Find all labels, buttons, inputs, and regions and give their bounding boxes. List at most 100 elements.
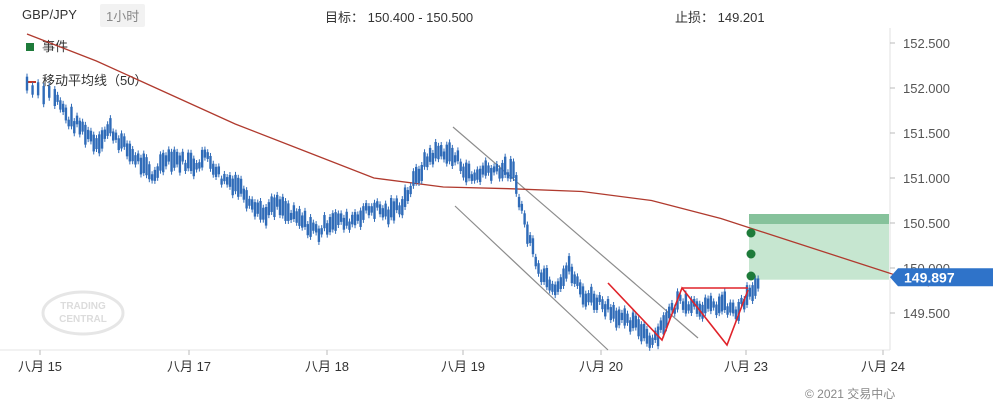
candle-body: [595, 297, 599, 310]
candle-body: [36, 82, 40, 96]
candle-body: [334, 212, 337, 231]
candle-body: [662, 315, 665, 335]
candle-body: [453, 155, 457, 163]
candle-body: [570, 266, 574, 284]
candle-body: [590, 286, 593, 303]
x-tick-label: 八月 18: [305, 359, 349, 374]
target-zone-fill: [749, 214, 889, 280]
candle-body: [640, 324, 643, 342]
candle-body: [670, 302, 674, 311]
price-tag-label: 149.897: [904, 269, 955, 285]
price-tag-shape: [890, 268, 993, 287]
candle-body: [56, 94, 59, 102]
candle-body: [312, 222, 315, 231]
candle-body: [117, 138, 120, 151]
candle-body: [359, 210, 362, 227]
candle-body: [565, 265, 568, 279]
candle-body: [706, 298, 710, 309]
candle-body: [503, 156, 507, 175]
candle-body: [712, 301, 715, 308]
candle-body: [295, 211, 298, 223]
event-marker-icon[interactable]: [746, 228, 756, 238]
candle-body: [548, 279, 551, 291]
candle-body: [665, 312, 668, 329]
candle-body: [267, 202, 271, 216]
candle-body: [314, 224, 318, 233]
candle-body: [270, 196, 273, 212]
candle-body: [328, 217, 332, 233]
copyright: © 2021 交易中心: [805, 387, 896, 401]
candle-body: [673, 307, 676, 314]
candle-body: [376, 201, 379, 208]
candle-body: [256, 202, 259, 214]
candle-body: [337, 213, 340, 225]
candle-body: [731, 302, 735, 314]
candle-body: [704, 297, 707, 314]
flag-pattern: [607, 282, 749, 347]
candle-body: [740, 297, 743, 304]
candle-body: [551, 283, 554, 292]
candle-body: [437, 145, 440, 160]
event-markers[interactable]: [746, 228, 756, 281]
candle-body: [25, 76, 29, 91]
target-zone: [749, 214, 889, 280]
candle-body: [276, 194, 279, 207]
candle-body: [465, 162, 468, 183]
candle-body: [92, 134, 95, 152]
candle-body: [167, 149, 170, 162]
candle-body: [159, 154, 162, 171]
candle-body: [148, 164, 151, 180]
candle-body: [206, 152, 209, 159]
candle-body: [89, 130, 93, 142]
candle-body: [378, 204, 382, 215]
timeframe-button[interactable]: 1小时: [100, 4, 146, 27]
candle-body: [234, 174, 237, 192]
candle-body: [487, 165, 490, 173]
candle-body: [175, 151, 179, 165]
candle-body: [626, 313, 629, 323]
candle-body: [106, 124, 109, 136]
candle-body: [718, 296, 721, 314]
candle-body: [537, 263, 540, 274]
candle-body: [723, 291, 726, 310]
top-bar: GBP/JPY 1小时 目标： 150.400 - 150.500 止损： 14…: [0, 0, 993, 30]
candle-body: [364, 203, 368, 211]
x-tick-label: 八月 24: [861, 359, 905, 374]
candle-body: [381, 208, 385, 218]
candle-body: [515, 175, 518, 194]
candle-body: [231, 178, 234, 196]
candle-body: [264, 207, 268, 226]
moving-average-line: [26, 33, 930, 287]
candle-body: [223, 173, 226, 182]
candle-body: [387, 209, 390, 225]
candle-body: [287, 203, 290, 221]
candle-body: [81, 121, 84, 132]
candle-body: [273, 197, 276, 218]
candle-body: [637, 319, 640, 337]
candle-body: [134, 155, 137, 165]
y-tick-label: 151.500: [903, 126, 950, 141]
candle-body: [95, 138, 98, 150]
candle-body: [756, 278, 760, 289]
candle-body: [492, 166, 496, 173]
event-marker-icon[interactable]: [746, 271, 756, 281]
candle-body: [103, 129, 107, 139]
candle-body: [389, 198, 393, 218]
candle-body: [679, 294, 682, 301]
candle-body: [150, 174, 154, 181]
candle-body: [401, 199, 404, 216]
event-marker-icon[interactable]: [746, 249, 756, 259]
candle-body: [542, 268, 546, 282]
candle-body: [629, 320, 632, 332]
candle-body: [189, 152, 193, 171]
target-zone-band: [749, 214, 889, 224]
candle-body: [523, 213, 526, 225]
candle-body: [428, 147, 432, 162]
candle-body: [398, 205, 401, 215]
candle-body: [690, 299, 693, 314]
candle-body: [406, 190, 410, 202]
candle-body: [203, 149, 207, 158]
candle-body: [48, 86, 51, 98]
candle-body: [373, 202, 376, 219]
